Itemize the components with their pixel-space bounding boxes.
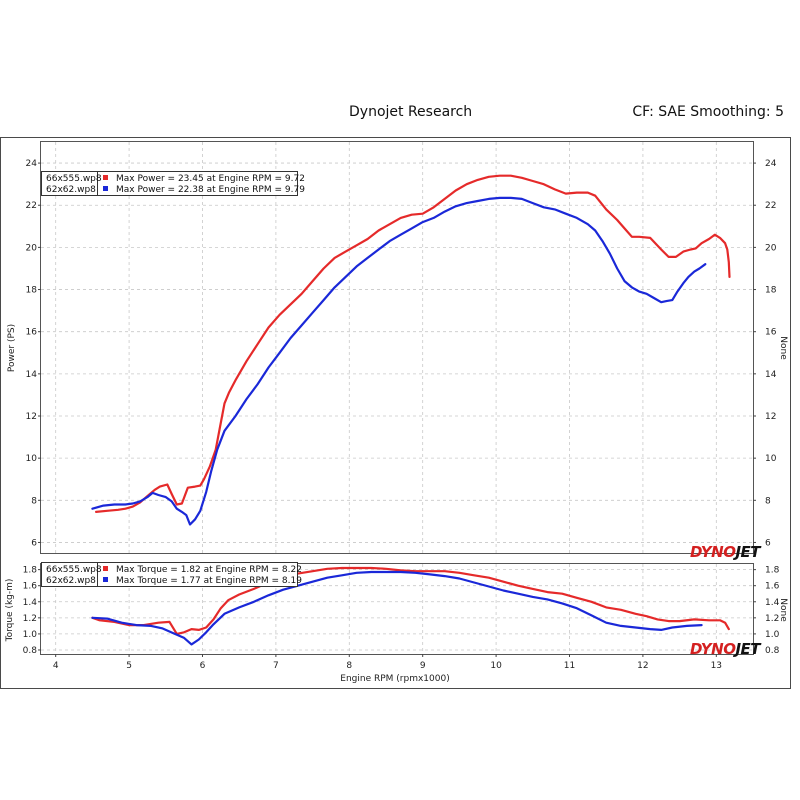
torque-legend: 66x555.wp8 Max Torque = 1.82 at Engine R… — [41, 562, 302, 587]
power-legend-file-1: 66x555.wp8 — [46, 174, 102, 184]
torque-legend-text-1: Max Torque = 1.82 at Engine RPM = 8.22 — [116, 565, 302, 575]
x-tick-label-6: 6 — [200, 661, 206, 671]
torque-ytick-label-l-0.8: 0.8 — [23, 646, 38, 656]
power-legend-swatch-1 — [103, 175, 108, 180]
torque-ytick-label-r-1.2: 1.2 — [765, 614, 779, 624]
power-ytick-label-r-16: 16 — [765, 328, 777, 338]
x-tick-label-7: 7 — [273, 661, 279, 671]
rpm-x-axis-label: Engine RPM (rpmx1000) — [340, 674, 449, 684]
chart-settings: CF: SAE Smoothing: 5 — [632, 104, 784, 120]
power-ytick-label-r-8: 8 — [765, 496, 771, 506]
torque-y-axis-label: Torque (kg-m) — [5, 579, 15, 643]
torque-ytick-label-l-1.6: 1.6 — [23, 582, 38, 592]
torque-ytick-label-r-1: 1.0 — [765, 630, 780, 640]
power-y-ticks: 6 6 8 8 10 10 12 12 14 14 16 16 18 18 20 20 22 22 24 24 — [26, 159, 777, 548]
dynojet-logo-top: DYNOJET — [690, 543, 762, 561]
power-ytick-label-l-12: 12 — [26, 412, 37, 422]
torque-ytick-label-r-1.8: 1.8 — [765, 566, 780, 576]
power-series — [91, 174, 731, 526]
x-tick-label-13: 13 — [711, 661, 722, 671]
power-legend-text-2: Max Power = 22.38 at Engine RPM = 9.79 — [116, 185, 305, 195]
power-ytick-label-r-10: 10 — [765, 454, 777, 464]
rpm-x-ticks: 4 5 6 7 8 9 10 11 12 13 — [53, 654, 722, 671]
torque-y2-axis-label: None — [778, 598, 788, 622]
power-ytick-label-l-16: 16 — [26, 328, 38, 338]
power-plot-area — [40, 141, 754, 554]
power-ytick-label-r-14: 14 — [765, 370, 777, 380]
torque-y-ticks: 0.8 0.8 1.0 1.0 1.2 1.2 1.4 1.4 1.6 1.6 1.8 1.8 — [23, 566, 780, 656]
power-legend-file-2: 62x62.wp8 — [46, 185, 96, 195]
torque-legend-swatch-2 — [103, 577, 108, 582]
power-legend: 66x555.wp8 Max Power = 23.45 at Engine R… — [41, 171, 305, 196]
torque-legend-text-2: Max Torque = 1.77 at Engine RPM = 8.19 — [116, 576, 302, 586]
power-y2-axis-label: None — [778, 336, 788, 360]
logo-suffix-bottom: JET — [732, 640, 762, 658]
power-series-blue — [91, 196, 707, 526]
x-tick-label-10: 10 — [490, 661, 502, 671]
power-ytick-label-l-18: 18 — [26, 286, 38, 296]
torque-ytick-label-l-1.2: 1.2 — [23, 614, 37, 624]
torque-ytick-label-r-0.8: 0.8 — [765, 646, 780, 656]
power-grid — [41, 142, 753, 553]
power-panel: 6 6 8 8 10 10 12 12 14 14 16 16 18 18 20 20 22 22 24 24 Pow… — [7, 141, 788, 561]
x-tick-label-11: 11 — [564, 661, 575, 671]
x-tick-label-4: 4 — [53, 661, 59, 671]
x-tick-label-5: 5 — [126, 661, 132, 671]
power-legend-box — [41, 171, 298, 196]
torque-ytick-label-r-1.6: 1.6 — [765, 582, 780, 592]
x-tick-label-9: 9 — [420, 661, 426, 671]
power-ytick-label-r-24: 24 — [765, 159, 777, 169]
power-ytick-label-r-6: 6 — [765, 538, 771, 548]
torque-legend-box — [41, 562, 298, 587]
torque-series-blue — [91, 570, 703, 646]
torque-ytick-label-l-1: 1.0 — [23, 630, 38, 640]
torque-panel: 0.8 0.8 1.0 1.0 1.2 1.2 1.4 1.4 1.6 1.6 1.8 1.8 4 5 6… — [5, 562, 788, 684]
torque-ytick-label-l-1.8: 1.8 — [23, 566, 38, 576]
dynojet-logo-bottom: DYNOJET — [690, 640, 762, 658]
power-ytick-label-l-6: 6 — [31, 538, 37, 548]
power-ytick-label-l-20: 20 — [26, 243, 38, 253]
power-ytick-label-l-14: 14 — [26, 370, 38, 380]
power-ytick-label-l-10: 10 — [26, 454, 38, 464]
logo-suffix-top: JET — [732, 543, 762, 561]
power-ytick-label-r-12: 12 — [765, 412, 776, 422]
power-ytick-label-l-8: 8 — [31, 496, 37, 506]
power-y-axis-label: Power (PS) — [7, 324, 17, 372]
torque-series-red — [91, 566, 730, 635]
power-ytick-label-r-20: 20 — [765, 243, 777, 253]
torque-ytick-label-r-1.4: 1.4 — [765, 598, 780, 608]
power-ytick-label-l-24: 24 — [26, 159, 38, 169]
power-ytick-label-r-22: 22 — [765, 201, 776, 211]
power-legend-text-1: Max Power = 23.45 at Engine RPM = 9.72 — [116, 174, 305, 184]
torque-legend-file-2: 62x62.wp8 — [46, 576, 96, 586]
torque-legend-file-1: 66x555.wp8 — [46, 565, 102, 575]
power-series-red — [95, 174, 731, 513]
power-ytick-label-l-22: 22 — [26, 201, 37, 211]
x-tick-label-12: 12 — [637, 661, 648, 671]
power-ytick-label-r-18: 18 — [765, 286, 777, 296]
torque-ytick-label-l-1.4: 1.4 — [23, 598, 38, 608]
torque-legend-swatch-1 — [103, 566, 108, 571]
chart-title: Dynojet Research — [349, 104, 473, 120]
x-tick-label-8: 8 — [346, 661, 352, 671]
power-legend-swatch-2 — [103, 186, 108, 191]
torque-series — [91, 566, 730, 646]
